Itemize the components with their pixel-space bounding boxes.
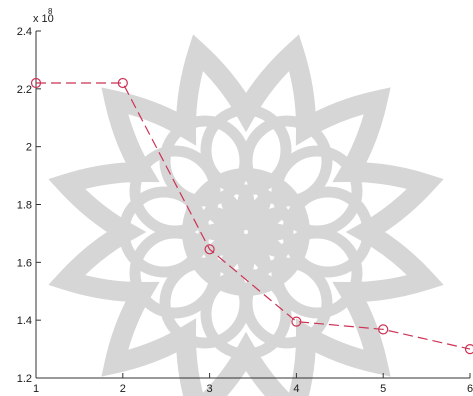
- y-tick-label: 1.8: [17, 200, 32, 212]
- axes: [35, 30, 471, 379]
- watermark-group: [48, 34, 444, 396]
- x-tick-label: 5: [380, 383, 386, 395]
- x-tick-label: 6: [467, 383, 473, 395]
- data-point: [378, 324, 389, 335]
- data-point: [291, 316, 302, 327]
- y-tick-label: 1.2: [17, 373, 32, 385]
- data-point: [204, 244, 215, 255]
- series-layer: [30, 77, 473, 355]
- watermark-inner-ring: [182, 168, 310, 296]
- series-line: [36, 82, 471, 350]
- watermark-petals: [200, 186, 292, 278]
- data-point: [464, 344, 473, 355]
- tick-labels: 1.2 1.4 1.6 1.8 2 2.2 2.4 1 2 3 4 5 6: [17, 26, 473, 395]
- y-tick-label: 2.4: [17, 26, 32, 38]
- watermark-ring: [159, 257, 251, 349]
- watermark-petal: [220, 191, 248, 231]
- x-tick-label: 4: [293, 383, 299, 395]
- x-tick-label: 2: [120, 383, 126, 395]
- y-tick-label: 1.6: [17, 257, 32, 269]
- x-tick-label: 1: [33, 383, 39, 395]
- watermark-ring: [241, 115, 333, 207]
- y-tick-label: 2: [26, 142, 32, 154]
- rosette-watermark: [48, 34, 444, 396]
- x-tick-label: 3: [207, 383, 213, 395]
- y-multiplier-label: x 10: [33, 13, 54, 25]
- watermark-ring: [129, 145, 221, 237]
- y-tick-label: 2.2: [17, 84, 32, 96]
- watermark-ring: [271, 145, 363, 237]
- y-multiplier-exponent: 8: [48, 7, 53, 16]
- data-point: [30, 77, 42, 89]
- y-tick-label: 1.4: [17, 315, 32, 327]
- data-point: [117, 77, 128, 89]
